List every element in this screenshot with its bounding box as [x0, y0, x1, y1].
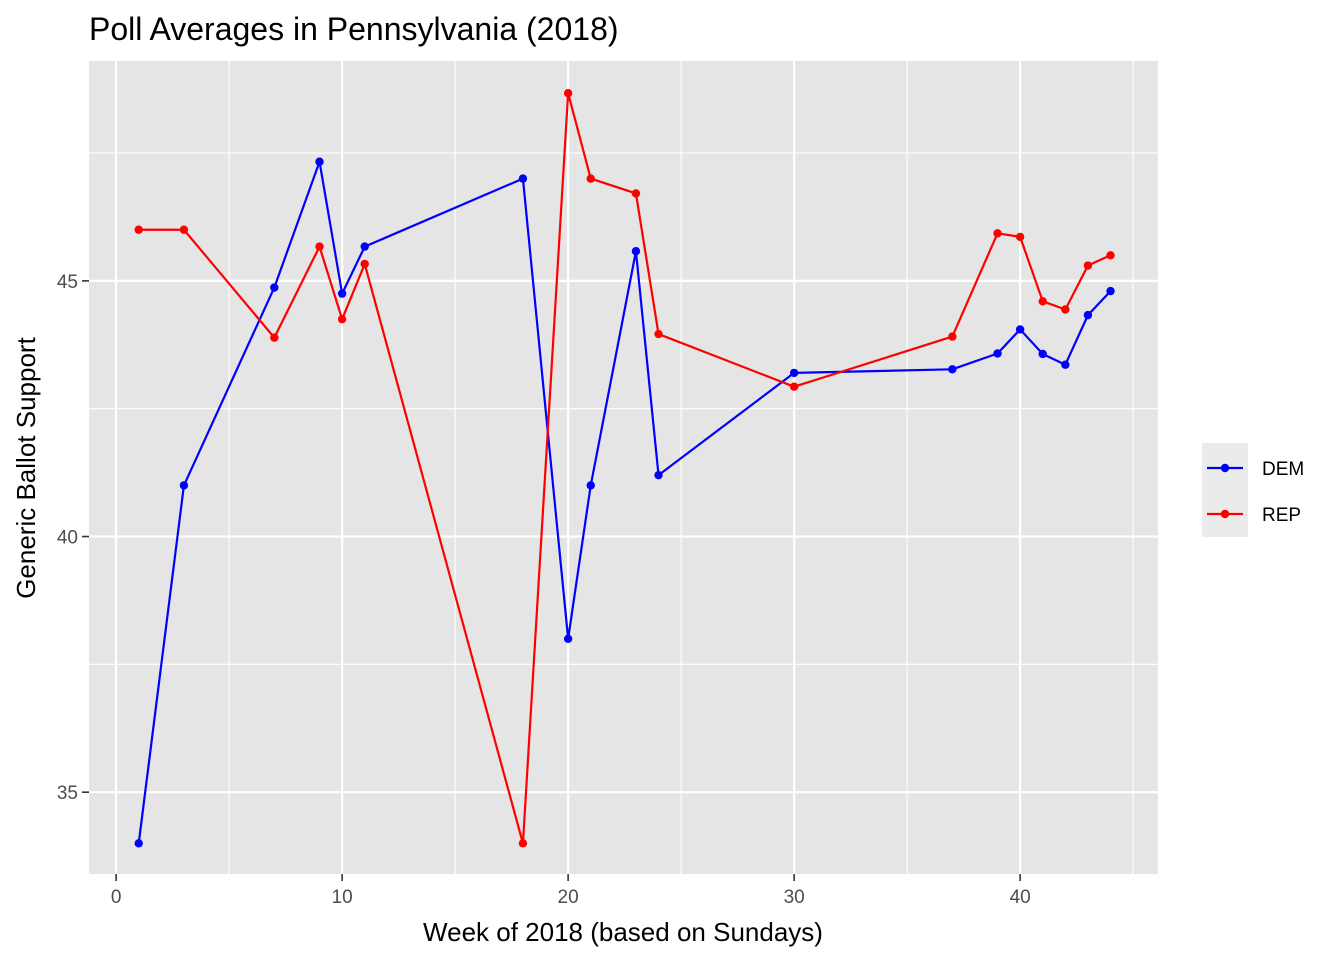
data-point-dem: [518, 174, 528, 183]
plot-panel: [89, 61, 1158, 874]
y-tick-label: 40: [57, 528, 78, 549]
data-point-dem: [1083, 310, 1093, 320]
legend-key-marker: [1220, 463, 1230, 473]
data-point-rep: [1015, 232, 1025, 242]
data-point-dem: [586, 481, 595, 490]
data-point-rep: [270, 333, 279, 342]
data-point-dem: [1015, 325, 1025, 334]
legend-key-background: [1202, 443, 1248, 537]
x-tick-label: 20: [558, 887, 579, 908]
data-point-rep: [134, 225, 143, 234]
x-tick-label: 30: [784, 887, 805, 908]
y-tick-label: 35: [57, 783, 78, 804]
data-point-rep: [1061, 305, 1070, 314]
data-point-dem: [654, 470, 663, 480]
legend-label: REP: [1262, 505, 1301, 526]
legend: DEM REP: [1202, 443, 1304, 537]
y-axis-title: Generic Ballot Support: [11, 336, 41, 598]
data-point-rep: [179, 225, 189, 234]
data-point-rep: [1083, 261, 1093, 270]
chart-title: Poll Averages in Pennsylvania (2018): [89, 11, 619, 47]
minor-gridlines: [89, 61, 1158, 874]
data-point-dem: [948, 365, 957, 374]
data-point-rep: [789, 382, 799, 391]
data-point-rep: [518, 839, 528, 848]
data-point-dem: [631, 247, 641, 256]
data-point-dem: [1061, 360, 1070, 369]
data-point-dem: [993, 349, 1002, 358]
data-point-rep: [337, 315, 347, 324]
data-point-rep: [1038, 297, 1047, 306]
data-point-dem: [315, 157, 324, 166]
data-point-dem: [337, 289, 347, 298]
data-point-dem: [179, 481, 189, 490]
data-point-dem: [270, 283, 279, 292]
data-point-rep: [1106, 251, 1115, 260]
tick-labels: 0 10 20 30 40 35 40 45: [57, 272, 1031, 908]
data-point-dem: [789, 368, 799, 378]
data-point-dem: [360, 242, 369, 251]
data-point-dem: [1106, 286, 1115, 296]
data-point-rep: [654, 329, 663, 339]
x-tick-label: 0: [111, 887, 122, 908]
axis-ticks: [82, 280, 1021, 881]
x-tick-label: 10: [332, 887, 353, 908]
legend-label: DEM: [1262, 459, 1304, 480]
data-point-rep: [315, 242, 324, 251]
data-point-dem: [134, 839, 143, 848]
data-point-dem: [563, 634, 573, 643]
legend-key-marker: [1220, 509, 1230, 519]
data-point-rep: [360, 259, 369, 269]
x-tick-label: 40: [1010, 887, 1031, 908]
y-tick-label: 45: [57, 272, 78, 293]
data-point-rep: [563, 89, 573, 98]
data-point-rep: [586, 174, 595, 183]
major-gridlines: [89, 61, 1158, 874]
data-point-rep: [993, 229, 1002, 238]
data-point-rep: [631, 189, 641, 198]
x-axis-title: Week of 2018 (based on Sundays): [423, 917, 823, 947]
data-point-rep: [948, 332, 957, 341]
data-point-dem: [1038, 349, 1047, 359]
series-layer: [134, 89, 1115, 848]
